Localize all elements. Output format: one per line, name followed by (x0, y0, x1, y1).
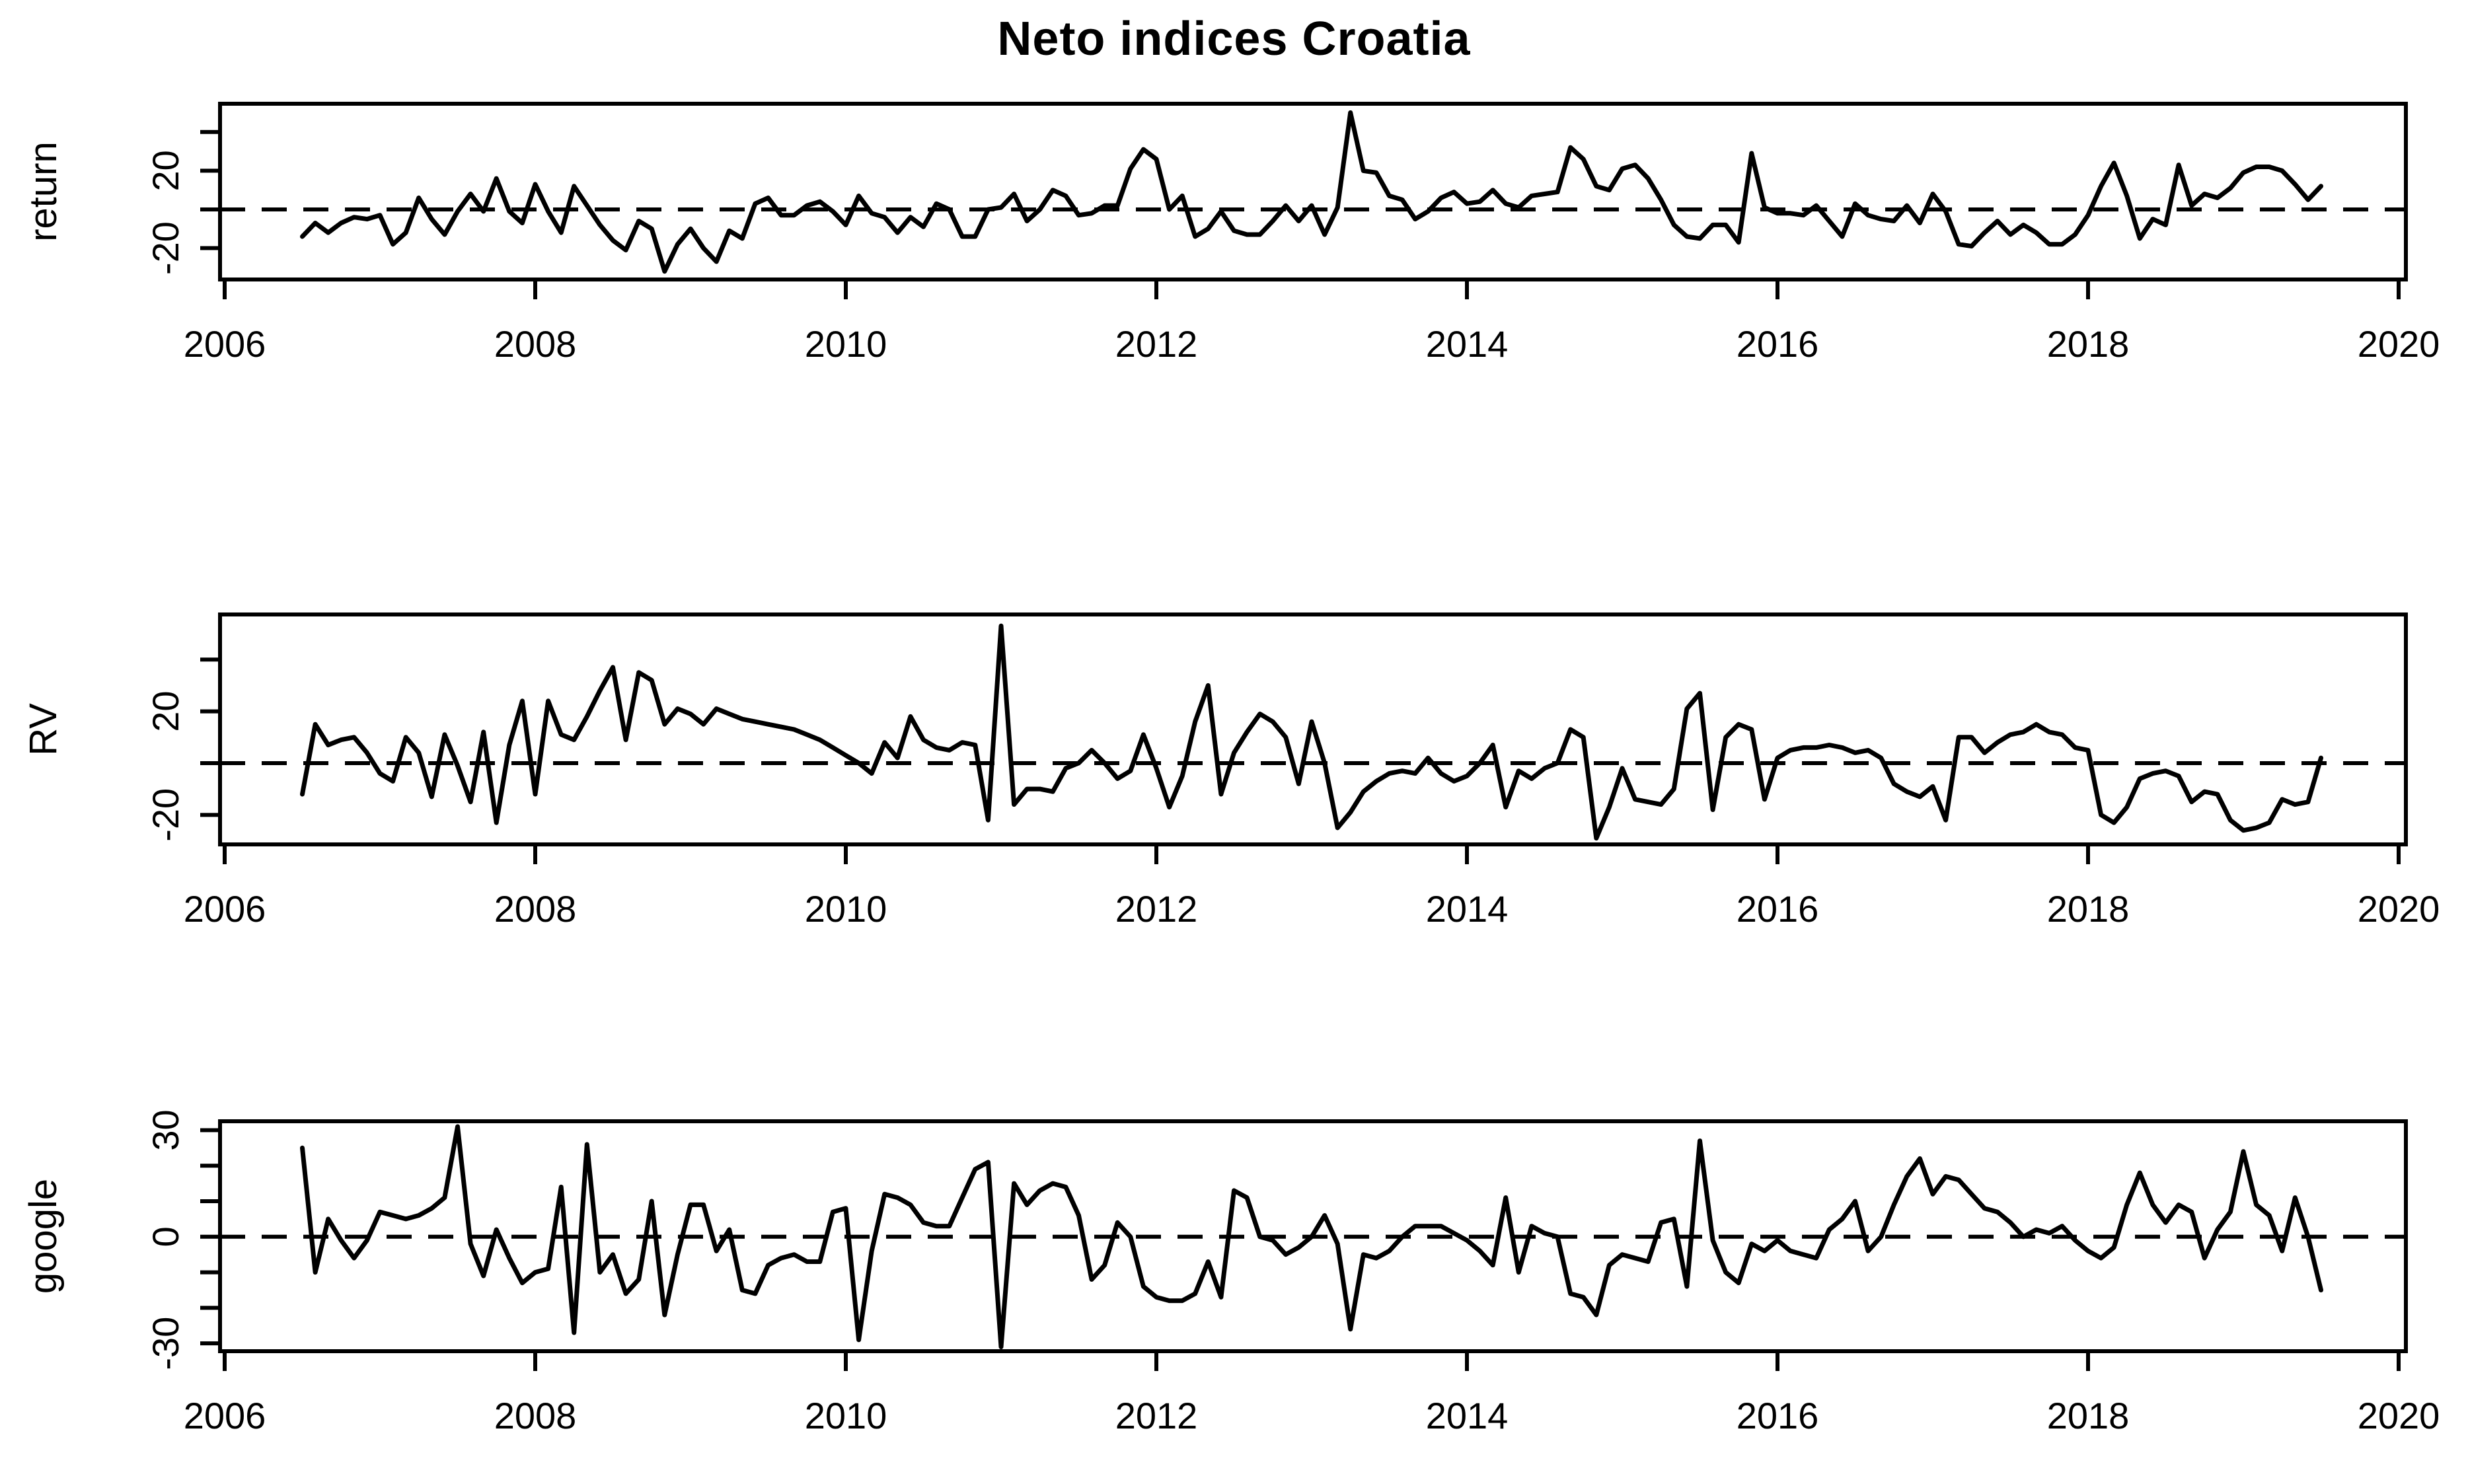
x-axis-tick-label: 2020 (2358, 1395, 2440, 1436)
x-axis-tick-label: 2010 (805, 1395, 887, 1436)
x-axis-tick-label: 2016 (1737, 1395, 1819, 1436)
x-axis-tick-label: 2018 (2047, 1395, 2130, 1436)
x-axis-tick-label: 2016 (1737, 888, 1819, 930)
google-series-line (300, 1124, 2323, 1349)
rv-series-line (300, 623, 2323, 841)
x-axis-tick-label: 2010 (805, 323, 887, 365)
google-axis-title: google (22, 1179, 65, 1294)
x-axis-tick-label: 2018 (2047, 888, 2130, 930)
x-axis-tick-label: 2006 (184, 1395, 266, 1436)
y-axis-tick-label: -20 (145, 221, 186, 275)
return-series-line (300, 110, 2323, 274)
x-axis-tick-label: 2014 (1426, 1395, 1509, 1436)
x-axis-tick-label: 2008 (494, 323, 577, 365)
x-axis-tick-label: 2014 (1426, 323, 1509, 365)
y-axis-tick-label: 30 (145, 1109, 186, 1150)
x-axis-tick-label: 2006 (184, 888, 266, 930)
y-axis-tick-label: 0 (145, 1226, 186, 1247)
return-axis-title: return (22, 141, 65, 242)
panel-return-chart: 2006 2008 2010 2012 2014 2016 2018 202020-20ret… (22, 102, 2440, 365)
x-axis-tick-label: 2020 (2358, 323, 2440, 365)
x-axis-tick-label: 2008 (494, 888, 577, 930)
x-axis-tick-label: 2012 (1115, 323, 1198, 365)
y-axis-tick-label: -30 (145, 1317, 186, 1370)
x-axis-tick-label: 2018 (2047, 323, 2130, 365)
plot-box (218, 102, 2408, 281)
rv-axis-title: RV (22, 703, 65, 756)
x-axis-tick-label: 2012 (1115, 1395, 1198, 1436)
x-axis-tick-label: 2008 (494, 1395, 577, 1436)
x-axis-tick-label: 2006 (184, 323, 266, 365)
x-axis-tick-label: 2016 (1737, 323, 1819, 365)
x-axis-tick-label: 2012 (1115, 888, 1198, 930)
y-axis-tick-label: -20 (145, 788, 186, 842)
x-axis-tick-label: 2014 (1426, 888, 1509, 930)
plot-box (218, 612, 2408, 846)
y-axis-tick-label: 20 (145, 150, 186, 191)
x-axis-tick-label: 2010 (805, 888, 887, 930)
x-axis-tick-label: 2020 (2358, 888, 2440, 930)
chart-title: Neto indices Croatia (997, 13, 1471, 65)
y-axis-tick-label: 20 (145, 690, 186, 731)
panel-google-chart: 2006 2008 2010 2012 2014 2016 2018 2020 30 0 -30 go… (22, 1109, 2440, 1436)
